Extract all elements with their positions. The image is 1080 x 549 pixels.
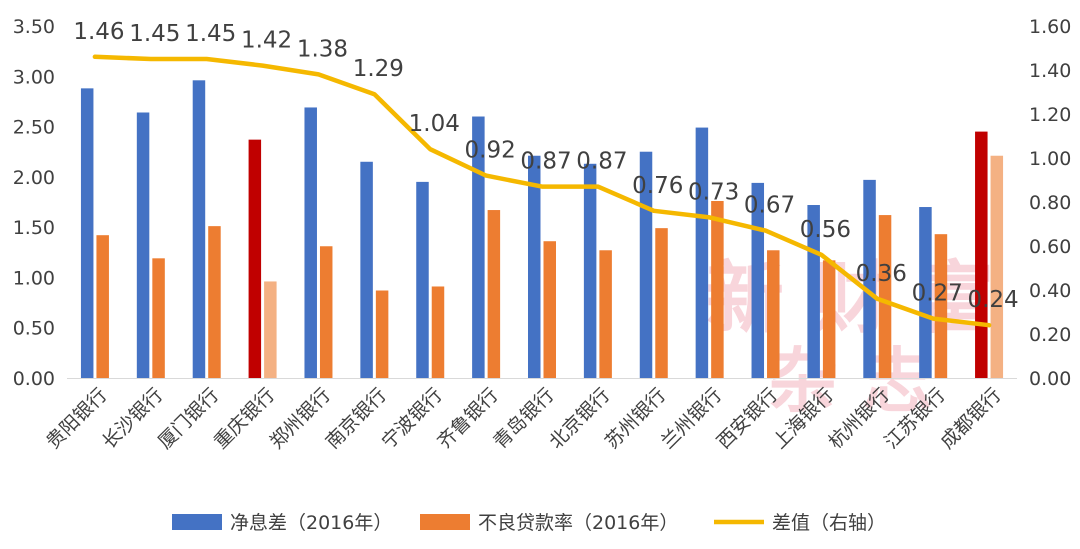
y-right-tick-label: 0.00	[1029, 368, 1071, 390]
bar-net-interest-margin	[137, 112, 150, 378]
category-label: 郑州银行	[266, 384, 335, 453]
line-data-label: 1.42	[241, 28, 292, 54]
bar-net-interest-margin	[249, 140, 262, 378]
line-data-label: 1.45	[129, 21, 180, 47]
y-right-tick-label: 1.20	[1029, 104, 1071, 126]
bar-npl-ratio	[320, 246, 333, 378]
legend-label-npl-ratio: 不良贷款率（2016年）	[478, 512, 678, 534]
category-label: 宁波银行	[377, 384, 446, 453]
bar-npl-ratio	[264, 281, 277, 378]
bar-npl-ratio	[152, 258, 165, 378]
bar-npl-ratio	[823, 260, 836, 378]
line-data-label: 1.04	[409, 111, 460, 137]
category-label: 苏州银行	[601, 384, 670, 453]
bar-npl-ratio	[879, 215, 892, 378]
bar-npl-ratio	[767, 250, 780, 378]
line-data-label: 1.29	[353, 56, 404, 82]
category-label: 青岛银行	[489, 384, 558, 453]
bar-net-interest-margin	[360, 162, 373, 378]
y-left-tick-label: 3.00	[13, 66, 55, 88]
bar-npl-ratio	[655, 228, 668, 378]
line-data-label: 1.45	[185, 21, 236, 47]
line-data-label: 0.24	[967, 287, 1018, 313]
category-label: 成都银行	[936, 384, 1005, 453]
category-label: 兰州银行	[657, 384, 726, 453]
bar-npl-ratio	[711, 201, 724, 378]
legend: 净息差（2016年） 不良贷款率（2016年） 差值（右轴）	[172, 512, 886, 534]
legend-label-net-interest-margin: 净息差（2016年）	[230, 512, 392, 534]
bar-npl-ratio	[432, 286, 445, 378]
y-left-tick-label: 1.50	[13, 217, 55, 239]
bar-npl-ratio	[96, 235, 109, 378]
line-data-label: 0.92	[465, 138, 516, 164]
bar-net-interest-margin	[81, 88, 94, 378]
line-data-label: 0.87	[576, 149, 627, 175]
legend-swatch-net-interest-margin	[172, 514, 222, 530]
category-label: 北京银行	[545, 384, 614, 453]
y-right-tick-label: 0.40	[1029, 280, 1071, 302]
y-right-tick-label: 1.40	[1029, 60, 1071, 82]
line-data-label: 1.46	[73, 19, 124, 45]
bar-net-interest-margin	[193, 80, 206, 378]
y-right-tick-label: 0.20	[1029, 324, 1071, 346]
bar-net-interest-margin	[416, 182, 429, 378]
y-right-tick-label: 0.80	[1029, 192, 1071, 214]
bar-net-interest-margin	[528, 156, 541, 378]
bars	[81, 80, 1003, 378]
bar-npl-ratio	[376, 291, 389, 378]
line-data-label: 0.73	[688, 179, 739, 205]
y-right-tick-label: 0.60	[1029, 236, 1071, 258]
y-right-tick-label: 1.60	[1029, 16, 1071, 38]
category-label: 贵阳银行	[42, 384, 111, 453]
y-left-tick-label: 2.50	[13, 117, 55, 139]
category-label: 重庆银行	[210, 384, 279, 453]
bar-net-interest-margin	[975, 132, 988, 378]
y-left-tick-label: 3.50	[13, 16, 55, 38]
bar-npl-ratio	[599, 250, 612, 378]
bar-npl-ratio	[544, 241, 557, 378]
y-left-tick-label: 0.00	[13, 368, 55, 390]
legend-label-difference: 差值（右轴）	[772, 512, 886, 534]
bar-npl-ratio	[991, 156, 1004, 378]
category-label: 长沙银行	[98, 384, 167, 453]
category-label: 厦门银行	[154, 384, 223, 453]
line-data-label: 0.67	[744, 193, 795, 219]
line-data-label: 0.87	[520, 149, 571, 175]
y-right-tick-label: 1.00	[1029, 148, 1071, 170]
bar-npl-ratio	[208, 226, 221, 378]
line-data-label: 0.27	[912, 281, 963, 307]
bar-net-interest-margin	[584, 164, 597, 378]
bar-net-interest-margin	[696, 128, 709, 378]
y-left-tick-label: 0.50	[13, 318, 55, 340]
line-data-label: 0.56	[800, 217, 851, 243]
bar-net-interest-margin	[304, 107, 317, 378]
y-left-tick-label: 1.00	[13, 267, 55, 289]
line-data-label: 0.36	[856, 261, 907, 287]
bar-npl-ratio	[488, 210, 501, 378]
line-data-label: 1.38	[297, 36, 348, 62]
category-label: 齐鲁银行	[433, 384, 502, 453]
legend-swatch-npl-ratio	[420, 514, 470, 530]
line-data-label: 0.76	[632, 173, 683, 199]
category-label: 南京银行	[322, 384, 391, 453]
y-left-tick-label: 2.00	[13, 167, 55, 189]
